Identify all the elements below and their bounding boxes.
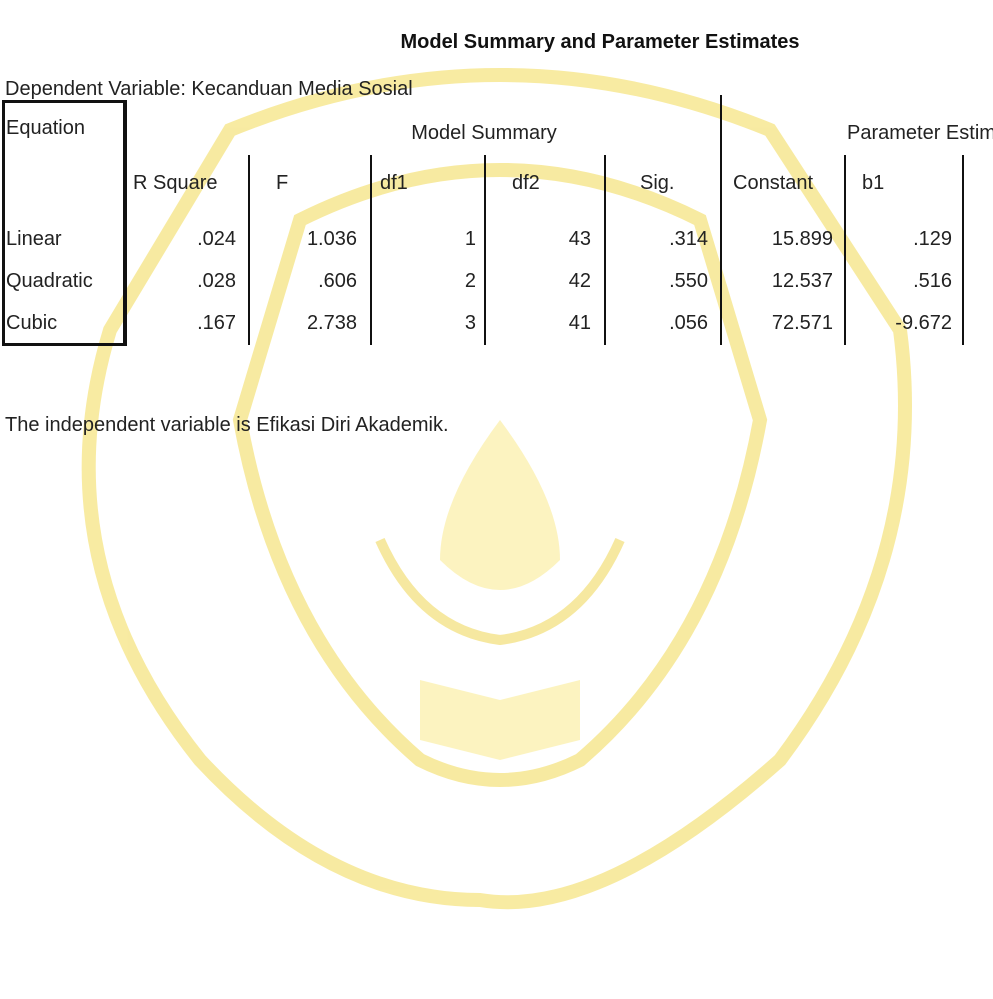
column-divider [604, 155, 606, 345]
cell: .516 [913, 270, 952, 292]
column-header: df1 [380, 172, 408, 194]
cell: .167 [197, 312, 236, 334]
cell: 42 [568, 270, 591, 292]
cell: 12.537 [771, 270, 833, 292]
cell: .129 [913, 228, 952, 250]
row-label: Linear [6, 228, 62, 250]
column-divider [248, 155, 250, 345]
cell: 41 [568, 312, 591, 334]
cell: 15.899 [771, 228, 833, 250]
cell: .024 [197, 228, 236, 250]
cell: 2 [464, 270, 476, 292]
cell: 3 [464, 312, 476, 334]
cell: 72.571 [771, 312, 833, 334]
equation-header: Equation [6, 117, 85, 139]
cell: 43 [568, 228, 591, 250]
group-header: Model Summary [411, 122, 557, 144]
column-header: Sig. [640, 172, 675, 194]
equation-box [2, 100, 127, 346]
column-header: R Square [133, 172, 218, 194]
column-divider [370, 155, 372, 345]
row-label: Cubic [6, 312, 58, 334]
group-header: Parameter Estimates [847, 122, 993, 144]
column-divider [962, 155, 964, 345]
column-header: b1 [862, 172, 885, 194]
cell: .056 [669, 312, 708, 334]
column-header: F [276, 172, 289, 194]
cell: .028 [197, 270, 236, 292]
column-divider [844, 155, 846, 345]
cell: 1 [464, 228, 476, 250]
cell: -9.672 [895, 312, 952, 334]
cell: 2.738 [306, 312, 357, 334]
column-header: Constant [733, 172, 814, 194]
cell: .314 [669, 228, 708, 250]
column-divider [484, 155, 486, 345]
cell: 1.036 [306, 228, 357, 250]
footnote: The independent variable is Efikasi Diri… [5, 414, 449, 436]
dependent-variable: Dependent Variable: Kecanduan Media Sosi… [5, 78, 413, 100]
cell: .550 [669, 270, 708, 292]
column-header: df2 [512, 172, 540, 194]
row-label: Quadratic [6, 270, 93, 292]
cell: .606 [318, 270, 357, 292]
column-divider [720, 95, 722, 345]
title: Model Summary and Parameter Estimates [400, 31, 800, 53]
